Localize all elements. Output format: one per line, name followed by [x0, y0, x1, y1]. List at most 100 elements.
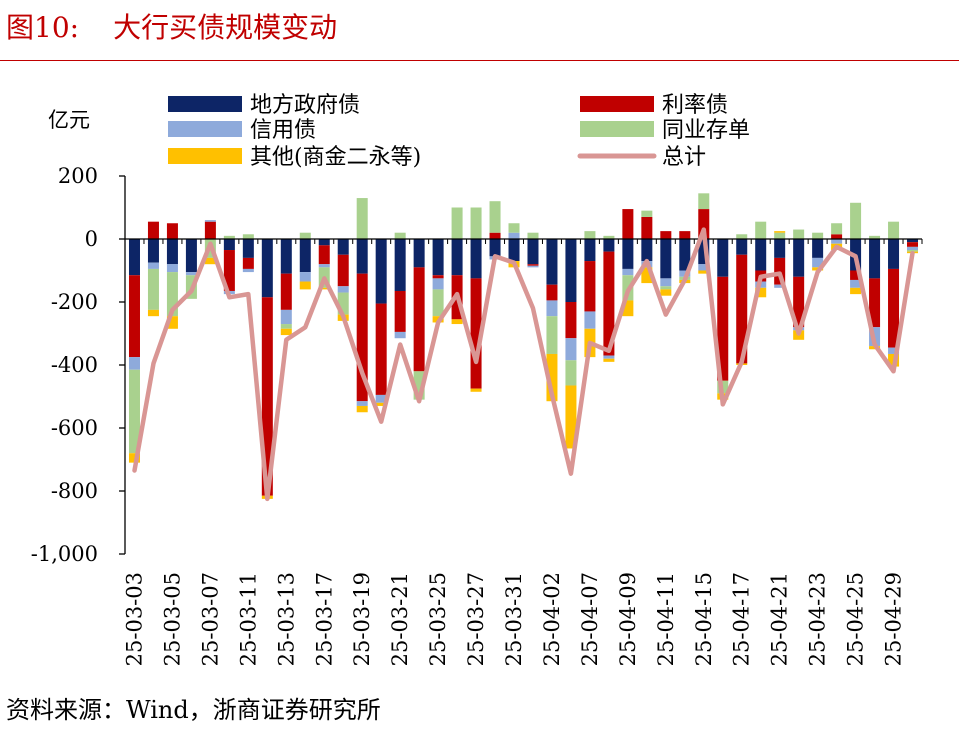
bar-同业存单-25-03-10 [223, 235, 235, 239]
legend-swatch-其他 [168, 148, 242, 164]
bar-地方政府债-25-03-25 [432, 239, 444, 276]
bar-同业存单-25-04-23 [812, 232, 824, 239]
bar-信用债-25-04-30 [907, 246, 919, 251]
bar-同业存单-25-04-18 [755, 221, 767, 239]
bar-地方政府债-25-03-20 [375, 239, 387, 304]
bar-利率债-25-03-17 [318, 245, 330, 265]
bar-利率债-25-03-20 [375, 303, 387, 395]
bar-地方政府债-25-04-16 [717, 239, 729, 277]
bar-利率债-25-04-22 [793, 276, 805, 328]
y-tick-label: -800 [51, 479, 98, 503]
total-line [132, 227, 915, 502]
x-tick-label: 25-04-25 [844, 572, 868, 666]
bar-其他-25-03-05 [166, 316, 178, 329]
bar-信用债-25-04-07 [584, 311, 596, 329]
bar-其他-25-03-27 [470, 388, 482, 392]
legend-label-其他: 其他(商金二永等) [250, 145, 421, 170]
legend-swatch-信用债 [168, 121, 242, 137]
y-tick-label: 200 [58, 164, 98, 188]
bar-地方政府债-25-03-14 [299, 239, 311, 273]
bar-地方政府债-25-03-03 [128, 239, 140, 276]
bar-其他-25-04-10 [641, 267, 653, 284]
bar-地方政府债-25-04-15 [698, 239, 710, 265]
bars [128, 193, 919, 499]
bar-同业存单-25-03-25 [432, 289, 444, 317]
bar-利率债-25-03-12 [261, 297, 273, 496]
bar-信用债-25-04-25 [850, 279, 862, 288]
bar-其他-25-03-17 [318, 287, 330, 290]
bar-地方政府债-25-04-21 [774, 239, 786, 258]
x-tick-label: 25-04-17 [730, 572, 754, 666]
bar-信用债-25-03-25 [432, 278, 444, 290]
x-tick-label: 25-04-21 [768, 572, 792, 666]
x-tick-label: 25-03-25 [426, 572, 450, 666]
bar-同业存单-25-03-11 [242, 234, 254, 239]
bar-其他-25-04-15 [698, 270, 710, 274]
x-tick-label: 25-03-27 [464, 572, 488, 666]
bar-信用债-25-04-21 [774, 284, 786, 288]
bar-信用债-25-04-24 [831, 239, 843, 244]
legend-swatch-同业存单 [580, 121, 654, 137]
bar-信用债-25-04-11 [660, 278, 672, 287]
bar-利率债-25-04-28 [869, 278, 881, 328]
bar-其他-25-03-20 [375, 402, 387, 406]
bar-地方政府债-25-04-18 [755, 239, 767, 271]
bar-地方政府债-25-03-04 [147, 239, 159, 263]
x-tick-label: 25-04-07 [578, 572, 602, 666]
bar-信用债-25-03-20 [375, 394, 387, 403]
x-tick-label: 25-04-23 [806, 572, 830, 666]
x-tick-label: 25-03-13 [274, 572, 298, 666]
bar-信用债-25-03-07 [204, 220, 216, 222]
bar-其他-25-04-08 [603, 358, 615, 362]
bar-信用债-25-03-06 [185, 272, 197, 276]
bar-同业存单-25-03-04 [147, 268, 159, 310]
bar-同业存单-25-04-08 [603, 235, 615, 239]
bar-利率债-25-03-19 [356, 273, 368, 402]
y-tick-label: -600 [51, 416, 98, 440]
bar-地方政府债-25-03-21 [394, 239, 406, 291]
bar-地方政府债-25-03-11 [242, 239, 254, 258]
bar-同业存单-25-04-24 [831, 223, 843, 235]
legend-label-信用债: 信用债 [250, 118, 316, 143]
bar-信用债-25-04-09 [622, 268, 634, 276]
bar-地方政府债-25-03-26 [451, 239, 463, 276]
bar-同业存单-25-04-01 [527, 232, 539, 239]
bar-地方政府债-25-03-28 [489, 239, 501, 257]
y-tick-label: -400 [51, 353, 98, 377]
x-tick-label: 25-03-31 [502, 572, 526, 666]
bar-地方政府债-25-03-24 [413, 239, 425, 268]
bar-利率债-25-04-02 [546, 284, 558, 301]
bar-信用债-25-03-11 [242, 268, 254, 273]
bar-信用债-25-03-13 [280, 309, 292, 325]
bar-信用债-25-03-31 [508, 232, 520, 239]
bar-地方政府债-25-03-19 [356, 239, 368, 274]
x-tick-label: 25-03-03 [122, 572, 146, 666]
figure-number: 图10: [6, 11, 80, 44]
bar-信用债-25-03-03 [128, 357, 140, 370]
bar-利率债-25-04-25 [850, 270, 862, 280]
bar-利率债-25-04-01 [527, 264, 539, 266]
bar-利率债-25-03-21 [394, 290, 406, 332]
bar-利率债-25-04-24 [831, 234, 843, 239]
x-tick-label: 25-04-15 [692, 572, 716, 666]
bar-同业存单-25-03-27 [470, 207, 482, 239]
bar-地方政府债-25-03-18 [337, 239, 349, 255]
legend-label-地方政府债: 地方政府债 [250, 93, 360, 118]
bar-其他-25-03-14 [299, 281, 311, 290]
bar-信用债-25-03-14 [299, 272, 311, 282]
bar-地方政府债-25-03-10 [223, 239, 235, 251]
figure-title-text: 大行买债规模变动 [113, 11, 338, 44]
x-tick-label: 25-03-19 [350, 572, 374, 666]
bar-利率债-25-03-27 [470, 278, 482, 389]
bar-同业存单-25-04-11 [660, 286, 672, 290]
x-tick-labels: 25-03-03 25-03-05 25-03-07 25-03-11 25-03-13… [122, 572, 905, 666]
bar-其他-25-03-07 [204, 257, 216, 265]
bar-其他-25-04-02 [546, 353, 558, 402]
bar-同业存单-25-03-21 [394, 232, 406, 239]
bar-同业存单-25-03-14 [299, 232, 311, 239]
x-axis [124, 238, 923, 244]
bar-地方政府债-25-04-29 [888, 239, 900, 269]
bar-同业存单-25-03-05 [166, 272, 178, 317]
bar-地方政府债-25-04-02 [546, 239, 558, 285]
